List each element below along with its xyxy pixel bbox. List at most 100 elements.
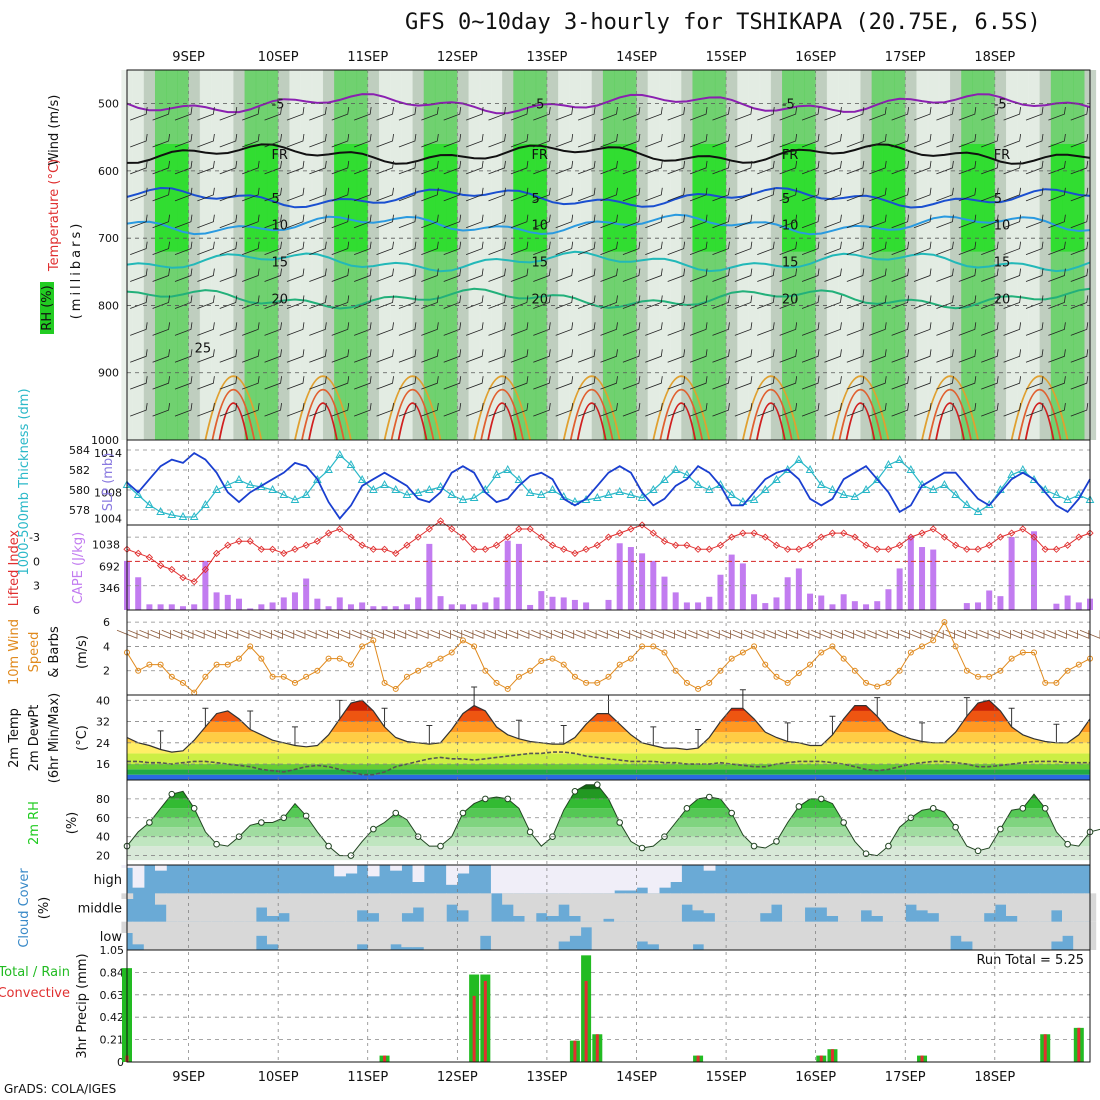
cloud-cell — [345, 921, 358, 950]
cloud-cell — [692, 893, 705, 911]
cape-bar — [336, 597, 343, 610]
wind-speed-point — [795, 670, 802, 677]
temp-band — [127, 764, 1090, 770]
wind-barb — [398, 349, 417, 363]
temp-band — [127, 769, 1090, 775]
right-tick-label: 1014 — [94, 447, 122, 460]
cape-bar — [538, 591, 545, 610]
wind-barb — [645, 133, 663, 148]
wind-barb — [264, 241, 282, 256]
wind-barb — [488, 295, 506, 309]
wind-barb — [242, 241, 260, 256]
li-point — [548, 541, 557, 549]
cape-bar — [896, 568, 903, 610]
wind-barb — [734, 187, 753, 202]
cloud-cell — [938, 921, 951, 950]
wind-barb — [555, 295, 574, 309]
wind-barb — [981, 187, 999, 202]
wind-barb — [667, 241, 686, 256]
diurnal-temp-contour — [928, 389, 972, 441]
wind-barb — [197, 107, 215, 121]
wind-barb — [174, 322, 193, 336]
y-tick-label: 32 — [96, 716, 110, 729]
thickness-point — [548, 484, 557, 493]
wind-barb — [354, 349, 372, 363]
wind-barb — [510, 160, 529, 175]
wind-barb — [264, 107, 282, 121]
wind-barb — [958, 214, 977, 229]
minmax-whisker — [739, 689, 746, 709]
cape-bar — [571, 599, 578, 610]
wind-barb — [801, 295, 820, 309]
rh-column — [535, 70, 548, 440]
wind-barb — [891, 160, 910, 175]
cape-bar — [370, 606, 377, 610]
wind-barb — [1025, 268, 1044, 282]
rh-column — [524, 70, 537, 440]
cloud-cell — [345, 865, 358, 874]
wind-barb — [309, 349, 327, 363]
wind-barb — [923, 629, 944, 639]
wind-barb — [242, 322, 260, 336]
wind-barb — [689, 349, 708, 363]
wind-speed-point — [605, 673, 612, 680]
li-point — [280, 549, 288, 557]
cape-bar — [739, 563, 746, 610]
y-axis-unit: (°C) — [75, 725, 90, 751]
y-tick-label: 0.21 — [100, 1034, 125, 1047]
wind-barb — [779, 133, 798, 148]
wind-barb — [441, 629, 463, 639]
diurnal-temp-contour — [383, 375, 442, 441]
temp-contour-label: 10 — [531, 219, 548, 234]
slp-thickness-panel: 578 580 582 584 1004 1008 1014 1000-500mb Thick… — [17, 388, 1095, 576]
rh-point — [302, 812, 310, 820]
wind-speed-point — [437, 655, 444, 662]
cloud-cell — [266, 893, 279, 916]
wind-barb — [811, 629, 832, 639]
cloud-cell — [154, 893, 167, 905]
li-point — [840, 529, 848, 537]
wind-barb — [1003, 322, 1022, 336]
li-line — [126, 520, 1091, 583]
wind-barb — [286, 295, 305, 309]
wind-barb — [712, 376, 730, 390]
wind-barb — [465, 214, 484, 229]
wind-speed-point — [527, 667, 534, 674]
rh-fill — [127, 784, 1090, 861]
wind-barb — [465, 133, 484, 148]
li-point — [425, 525, 433, 533]
temp-contour-label: 5 — [994, 192, 1002, 207]
cloud-cell — [490, 865, 503, 894]
wind-speed-point — [1042, 679, 1049, 686]
cloud-cell — [636, 865, 649, 888]
cape-bar — [291, 592, 298, 610]
rh-band — [127, 846, 1090, 861]
cape-bar — [728, 554, 735, 610]
wind-barb — [824, 160, 842, 175]
wind-barb — [891, 322, 910, 336]
wind-barb — [130, 160, 148, 175]
left-tick-label: 580 — [69, 484, 90, 497]
wind-barb — [1003, 214, 1022, 229]
wind-barb — [622, 160, 641, 175]
rh-band — [127, 798, 1090, 809]
wind-barb — [555, 241, 574, 256]
wind-barb — [197, 295, 215, 309]
rh-column — [602, 70, 615, 440]
wind-barb — [645, 376, 663, 390]
wind-barb — [712, 133, 730, 148]
wind-barb — [934, 629, 955, 639]
wind-barb — [891, 133, 910, 148]
diurnal-temp-contour — [1017, 389, 1062, 441]
li-point — [526, 525, 534, 533]
y-tick-label: 80 — [96, 793, 110, 806]
wind-barb — [130, 349, 148, 363]
wind-barb — [622, 107, 641, 121]
wind-barb — [150, 629, 171, 639]
wind-barb — [555, 160, 574, 175]
wind-barb — [1025, 187, 1044, 202]
cloud-cell — [513, 893, 526, 916]
rh-column — [1062, 70, 1074, 440]
cloud-cell — [591, 921, 604, 950]
cape-bar — [605, 599, 612, 610]
